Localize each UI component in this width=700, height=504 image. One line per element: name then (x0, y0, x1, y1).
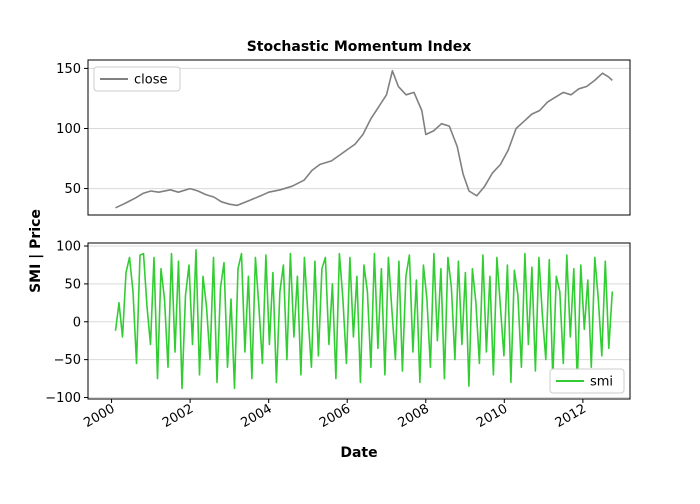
y-axis-label: SMI | Price (28, 209, 44, 293)
plot-frame (87, 242, 631, 400)
legend: smi (549, 368, 625, 394)
y-tick-label: −100 (45, 391, 81, 406)
legend-box (549, 368, 625, 394)
legend-label: close (134, 73, 167, 88)
series-line-smi (114, 249, 614, 390)
plot-frame (87, 59, 631, 216)
smi-panel: −100 −50 0 50 100 2000 2002 2004 2006 2008 2010 201… (45, 240, 631, 431)
y-tick-label: 150 (56, 62, 81, 77)
y-tick-label: 100 (56, 240, 81, 255)
legend-label: smi (590, 375, 613, 390)
y-tick-label: 100 (56, 122, 81, 137)
x-axis-label: Date (340, 445, 377, 461)
series-line-close (115, 70, 613, 209)
chart-title: Stochastic Momentum Index (247, 39, 472, 55)
price-panel: 50 100 150 close (56, 59, 631, 216)
x-tick-label: 2012 (553, 401, 589, 431)
y-tick-label: 50 (64, 277, 81, 292)
legend-box (93, 66, 181, 92)
x-tick-label: 2006 (317, 401, 353, 431)
x-tick-label: 2008 (396, 401, 432, 431)
y-tick-label: −50 (54, 353, 81, 368)
legend: close (93, 66, 181, 92)
x-tick-label: 2002 (160, 401, 196, 431)
x-tick-label: 2000 (81, 401, 117, 431)
y-tick-label: 50 (64, 182, 81, 197)
y-tick-label: 0 (73, 315, 81, 330)
x-tick-label: 2010 (474, 401, 510, 431)
x-tick-label: 2004 (239, 401, 275, 431)
